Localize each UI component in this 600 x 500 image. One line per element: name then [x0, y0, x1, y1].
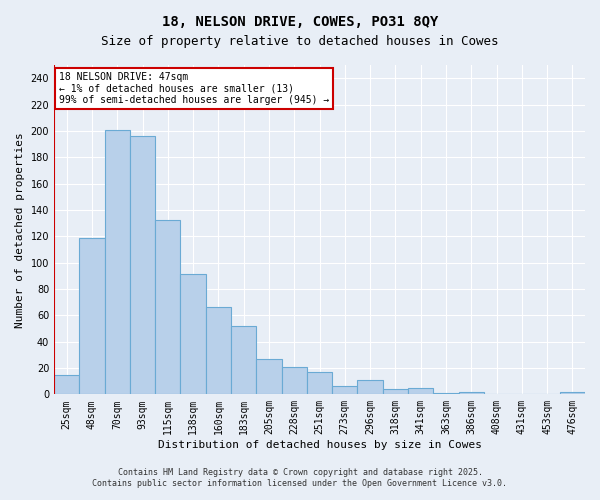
Bar	[383, 389, 408, 394]
Bar	[458, 392, 484, 394]
Text: Contains HM Land Registry data © Crown copyright and database right 2025.
Contai: Contains HM Land Registry data © Crown c…	[92, 468, 508, 487]
Bar	[307, 372, 332, 394]
Bar	[130, 136, 155, 394]
Bar	[155, 220, 181, 394]
Bar	[332, 386, 358, 394]
Text: 18, NELSON DRIVE, COWES, PO31 8QY: 18, NELSON DRIVE, COWES, PO31 8QY	[162, 15, 438, 29]
Bar	[281, 366, 307, 394]
Bar	[231, 326, 256, 394]
Text: 18 NELSON DRIVE: 47sqm
← 1% of detached houses are smaller (13)
99% of semi-deta: 18 NELSON DRIVE: 47sqm ← 1% of detached …	[59, 72, 329, 105]
X-axis label: Distribution of detached houses by size in Cowes: Distribution of detached houses by size …	[158, 440, 482, 450]
Bar	[256, 359, 281, 394]
Text: Size of property relative to detached houses in Cowes: Size of property relative to detached ho…	[101, 35, 499, 48]
Bar	[560, 392, 585, 394]
Bar	[104, 130, 130, 394]
Bar	[433, 393, 458, 394]
Bar	[358, 380, 383, 394]
Bar	[181, 274, 206, 394]
Bar	[408, 388, 433, 394]
Y-axis label: Number of detached properties: Number of detached properties	[15, 132, 25, 328]
Bar	[206, 308, 231, 394]
Bar	[54, 374, 79, 394]
Bar	[79, 238, 104, 394]
